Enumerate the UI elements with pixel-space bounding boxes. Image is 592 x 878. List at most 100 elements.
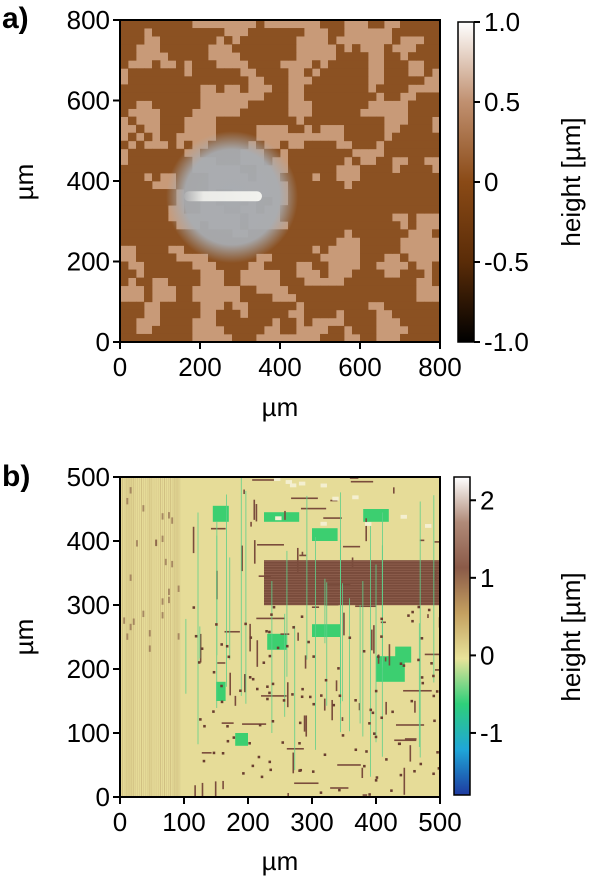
- via: [417, 658, 420, 662]
- via: [341, 734, 345, 737]
- pattern-cell: [328, 28, 337, 37]
- pattern-cell: [296, 164, 305, 174]
- pattern-cell: [152, 92, 161, 101]
- pattern-cell: [272, 76, 281, 85]
- pattern-cell: [144, 285, 153, 295]
- pattern-cell: [224, 124, 233, 134]
- pattern-cell: [120, 140, 129, 150]
- pattern-cell: [360, 197, 369, 206]
- pattern-cell: [120, 60, 129, 69]
- pattern-cell: [144, 132, 153, 142]
- via: [220, 700, 224, 704]
- x-tick-label-a: 0: [113, 352, 127, 382]
- pattern-cell: [368, 237, 377, 246]
- pattern-cell: [232, 325, 241, 335]
- pattern-cell: [376, 253, 385, 262]
- pattern-cell: [120, 221, 129, 230]
- pattern-cell: [272, 44, 281, 53]
- colorbar-tick-label-a: -0.5: [484, 247, 529, 277]
- pattern-cell: [232, 261, 241, 270]
- trace: [331, 699, 333, 721]
- pattern-cell: [120, 92, 129, 101]
- pattern-cell: [360, 229, 369, 238]
- pattern-cell: [168, 76, 177, 85]
- pattern-cell: [424, 28, 433, 37]
- pattern-cell: [408, 108, 417, 117]
- pattern-cell: [144, 293, 153, 303]
- pattern-cell: [312, 189, 321, 198]
- pattern-cell: [176, 333, 185, 342]
- pattern-cell: [144, 76, 153, 85]
- pattern-cell: [416, 52, 425, 61]
- pattern-cell: [304, 172, 313, 182]
- pattern-cell: [344, 60, 353, 69]
- via: [385, 758, 388, 761]
- pattern-cell: [400, 132, 409, 142]
- stripe: [160, 477, 162, 797]
- pattern-cell: [320, 269, 329, 278]
- green-pad: [212, 505, 229, 522]
- pattern-cell: [312, 285, 321, 295]
- pattern-cell: [192, 60, 201, 69]
- pattern-cell: [352, 52, 361, 61]
- pattern-cell: [344, 148, 353, 158]
- pattern-cell: [272, 36, 281, 45]
- via: [337, 667, 340, 670]
- pattern-cell: [400, 301, 409, 311]
- pattern-cell: [184, 309, 193, 319]
- stripe-block: [168, 512, 170, 519]
- via: [282, 699, 286, 702]
- pattern-cell: [272, 100, 281, 109]
- pattern-cell: [216, 309, 225, 319]
- pattern-cell: [416, 317, 425, 327]
- pattern-cell: [416, 164, 425, 174]
- trace: [286, 747, 304, 750]
- pattern-cell: [328, 181, 337, 190]
- pattern-cell: [184, 52, 193, 61]
- pattern-cell: [264, 44, 273, 53]
- pattern-cell: [232, 116, 241, 126]
- trace: [199, 633, 202, 663]
- pattern-cell: [320, 164, 329, 174]
- pattern-cell: [400, 28, 409, 37]
- stripe: [164, 477, 165, 797]
- pattern-cell: [328, 172, 337, 182]
- pattern-cell: [120, 333, 129, 342]
- pattern-cell: [128, 172, 137, 182]
- pattern-cell: [360, 285, 369, 295]
- pattern-cell: [344, 84, 353, 93]
- pattern-cell: [352, 309, 361, 319]
- via: [377, 655, 380, 658]
- pattern-cell: [288, 28, 297, 37]
- pattern-cell: [168, 148, 177, 158]
- pattern-cell: [128, 148, 137, 158]
- pattern-cell: [392, 221, 401, 230]
- pattern-cell: [400, 172, 409, 182]
- pattern-cell: [320, 245, 329, 254]
- pattern-cell: [248, 301, 257, 311]
- pattern-cell: [376, 237, 385, 246]
- pattern-cell: [160, 28, 169, 37]
- trace: [394, 739, 417, 742]
- trace: [286, 682, 289, 708]
- pattern-cell: [320, 237, 329, 246]
- pattern-cell: [416, 132, 425, 142]
- pattern-cell: [224, 269, 233, 278]
- axes-b: 0 100 200 300 400 500 0 100 200 300 400 500: [67, 462, 462, 837]
- stripe: [123, 477, 125, 797]
- via: [368, 793, 371, 796]
- pattern-cell: [120, 301, 129, 311]
- y-tick-label-b: 500: [67, 462, 110, 492]
- stripe-block: [164, 558, 167, 566]
- pattern-cell: [392, 285, 401, 295]
- pattern-cell: [136, 237, 145, 246]
- pattern-cell: [384, 84, 393, 93]
- pattern-cell: [376, 269, 385, 278]
- trace: [192, 526, 195, 554]
- pattern-cell: [432, 60, 440, 69]
- pattern-cell: [352, 221, 361, 230]
- pattern-cell: [152, 189, 161, 198]
- pattern-cell: [280, 277, 289, 287]
- pattern-cell: [152, 333, 161, 342]
- x-tick-label-b: 500: [418, 807, 461, 837]
